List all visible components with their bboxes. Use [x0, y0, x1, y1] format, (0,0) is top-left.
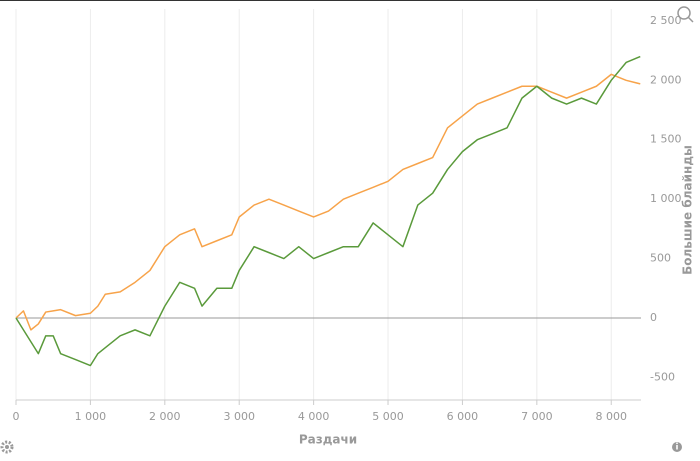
- x-tick-label: 3 000: [223, 410, 255, 423]
- y-axis-title: Большие блайнды: [681, 145, 695, 275]
- info-icon[interactable]: [672, 442, 682, 452]
- zoom-icon[interactable]: [677, 6, 694, 23]
- x-tick-label: 8 000: [595, 410, 627, 423]
- x-tick-label: 0: [13, 410, 20, 423]
- x-tick-label: 1 000: [75, 410, 107, 423]
- line-series: [15, 55, 641, 367]
- x-tick-label: 2 000: [149, 410, 181, 423]
- y-tick-label: 2 000: [650, 73, 682, 86]
- y-tick-label: 2 500: [650, 14, 682, 27]
- y-tick-label: -500: [650, 370, 675, 383]
- x-tick-label: 6 000: [447, 410, 479, 423]
- y-tick-label: 1 500: [650, 133, 682, 146]
- settings-icon[interactable]: [0, 440, 14, 454]
- line-series: [15, 73, 641, 331]
- y-tick-label: 500: [650, 252, 671, 265]
- y-tick-label: 0: [650, 311, 657, 324]
- y-tick-label: 1 000: [650, 192, 682, 205]
- x-tick-label: 4 000: [298, 410, 330, 423]
- x-axis-title: Раздачи: [299, 433, 357, 447]
- x-tick-label: 5 000: [372, 410, 404, 423]
- x-tick-label: 7 000: [521, 410, 553, 423]
